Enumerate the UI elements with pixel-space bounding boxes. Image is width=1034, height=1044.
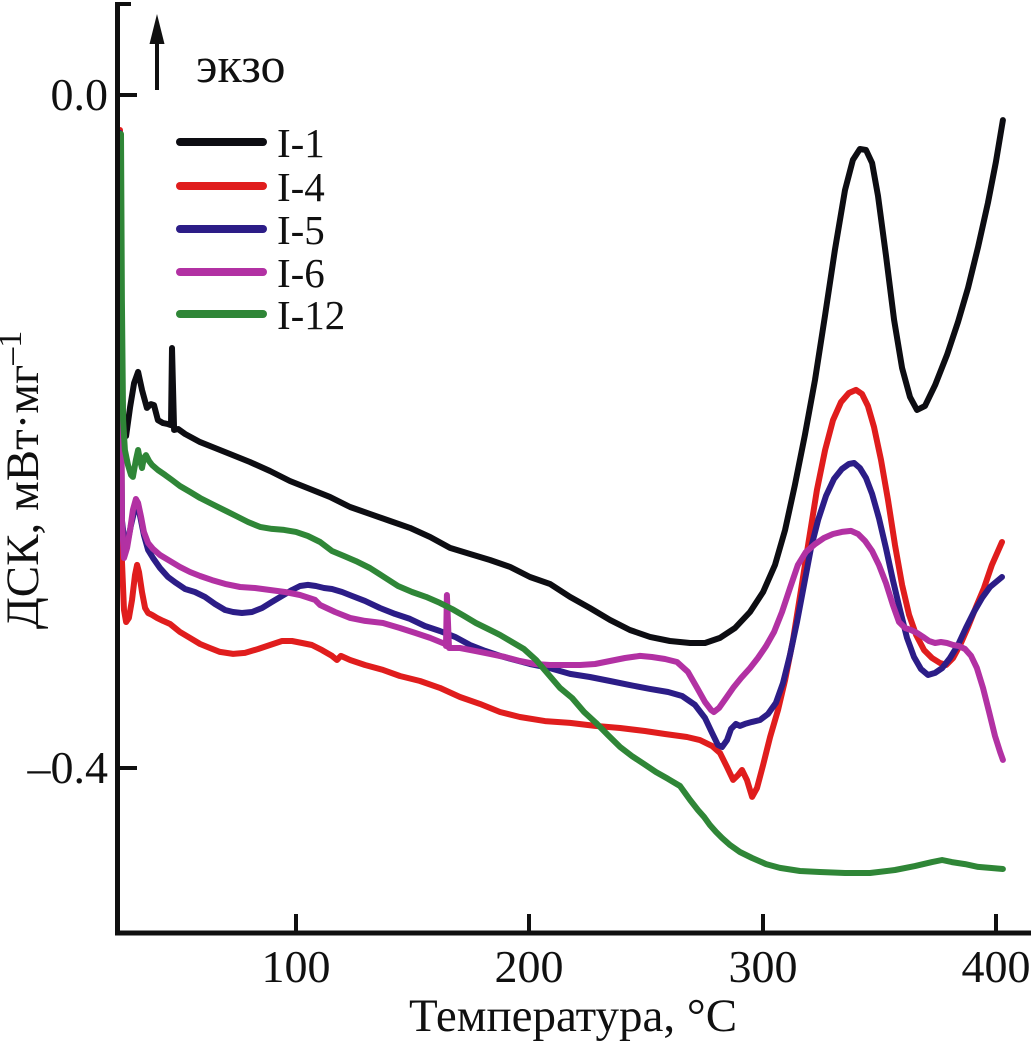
x-tick-label-300: 300 [729, 941, 798, 992]
legend: I-1 I-4 I-5 I-6 I-12 [176, 120, 345, 338]
y-tick-label-neg04: –0.4 [27, 742, 109, 793]
x-tick-label-200: 200 [495, 941, 564, 992]
exo-annotation: экзо [149, 14, 286, 93]
legend-item-I-12: I-12 [176, 292, 345, 338]
series-line-I-12 [118, 131, 1006, 876]
legend-label-I-12: I-12 [277, 292, 345, 338]
x-tick-label-100: 100 [262, 941, 331, 992]
series-line-I-5 [117, 130, 1005, 750]
legend-label-I-4: I-4 [277, 164, 325, 210]
y-tick-label-0: 0.0 [51, 69, 109, 120]
legend-label-I-6: I-6 [277, 250, 325, 296]
axes [115, 2, 1031, 936]
legend-item-I-5: I-5 [176, 207, 325, 253]
legend-item-I-6: I-6 [176, 250, 325, 296]
legend-label-I-1: I-1 [277, 120, 325, 166]
legend-item-I-4: I-4 [176, 164, 325, 210]
tick-labels: 0.0 –0.4 100 200 300 400 [27, 69, 1031, 992]
series-line-I-4 [117, 127, 1005, 800]
y-axis-title: ДСК, мВт·мг–1 [0, 331, 49, 630]
legend-label-I-5: I-5 [277, 207, 325, 253]
legend-item-I-1: I-1 [176, 120, 325, 166]
x-axis-title: Температура, °C [409, 990, 737, 1042]
x-tick-label-400: 400 [962, 941, 1031, 992]
series-line-I-1 [117, 117, 1006, 646]
exo-arrow-head-icon [149, 14, 165, 44]
series-line-I-6 [117, 136, 1006, 763]
curves-group [117, 117, 1006, 876]
exo-label: экзо [196, 37, 286, 93]
